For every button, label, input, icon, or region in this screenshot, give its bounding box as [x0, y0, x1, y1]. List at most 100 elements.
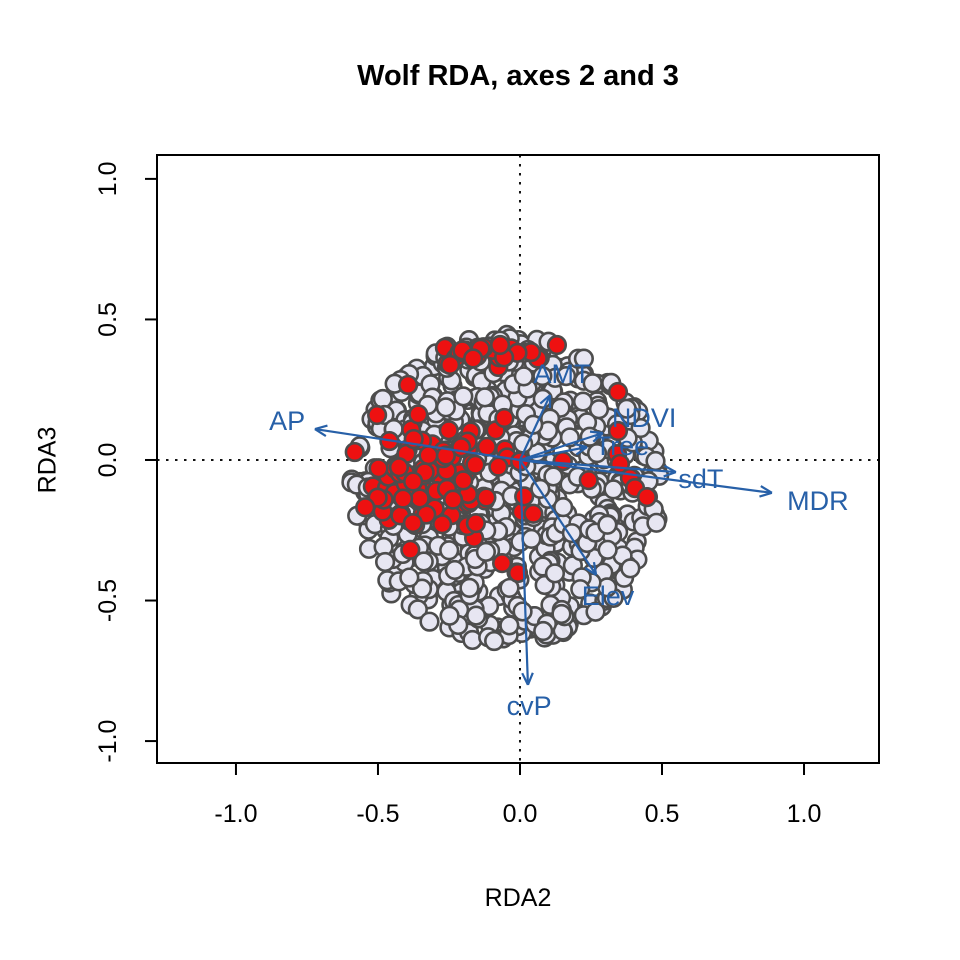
highlighted-site-point — [607, 420, 629, 442]
highlighted-site-point — [440, 354, 461, 376]
highlighted-site-point — [636, 486, 658, 508]
highlighted-site-point — [432, 514, 453, 535]
vector-label-elev: Elev — [582, 581, 635, 611]
site-point — [513, 366, 534, 387]
site-point — [475, 541, 496, 562]
site-point — [585, 601, 606, 622]
highlighted-site-point — [400, 539, 421, 560]
highlighted-site-point — [408, 404, 429, 425]
vector-tree-arrowhead — [574, 443, 588, 449]
y-tick-label: -1.0 — [94, 720, 122, 763]
site-point — [453, 386, 474, 407]
site-point — [588, 399, 610, 420]
site-point — [444, 559, 465, 581]
site-point — [573, 348, 594, 369]
x-tick-label: 0.5 — [645, 800, 680, 828]
highlighted-site-point — [514, 486, 535, 507]
highlighted-site-point — [490, 334, 511, 356]
site-point — [603, 479, 624, 500]
highlighted-site-point — [607, 381, 629, 403]
site-point — [439, 540, 460, 561]
vector-elev-arrowhead — [584, 567, 597, 576]
site-point — [375, 551, 396, 573]
vector-tree-arrow — [519, 445, 588, 462]
highlighted-site-point — [494, 407, 515, 429]
vector-sdt-arrowhead — [663, 464, 677, 474]
site-point — [499, 615, 520, 636]
highlighted-site-point — [491, 553, 513, 574]
site-point — [544, 563, 566, 584]
vector-label-ndvi: NDVI — [612, 403, 677, 433]
site-point — [582, 373, 603, 394]
y-tick-label: 0.0 — [94, 443, 122, 478]
site-point — [533, 620, 554, 642]
highlighted-site-point — [344, 441, 365, 463]
highlighted-site-point — [453, 470, 474, 491]
vector-sdt-arrow — [519, 458, 677, 474]
highlighted-site-point — [403, 471, 424, 492]
highlighted-site-point — [465, 513, 486, 534]
site-point — [553, 497, 574, 518]
highlighted-site-point — [463, 348, 484, 369]
vector-elev-arrow — [519, 459, 598, 576]
site-point — [413, 551, 434, 572]
site-point — [543, 466, 564, 487]
highlighted-site-point — [465, 454, 486, 475]
highlighted-site-point — [507, 562, 529, 584]
highlighted-site-point — [355, 497, 376, 518]
site-point — [399, 567, 420, 588]
y-tick-label: -0.5 — [94, 579, 122, 622]
site-point — [465, 605, 487, 626]
site-point — [597, 539, 618, 560]
vector-label-mdr: MDR — [787, 486, 849, 516]
vector-label-sdt: sdT — [678, 464, 723, 494]
vector-label-tree: Tree — [595, 431, 650, 461]
highlighted-site-point — [523, 503, 544, 524]
x-axis-label: RDA2 — [484, 884, 552, 912]
vector-label-cvp: cvP — [507, 691, 552, 721]
site-point — [620, 558, 641, 579]
highlighted-site-point — [393, 488, 414, 509]
vector-mdr-arrowhead — [760, 485, 773, 494]
vector-ap-arrow — [314, 427, 521, 462]
highlighted-site-point — [578, 470, 599, 491]
site-point — [435, 397, 456, 418]
highlighted-site-point — [488, 456, 509, 477]
vector-mdr-arrowhead — [759, 491, 773, 498]
highlighted-site-point — [367, 404, 388, 426]
vector-tree-arrowhead — [575, 446, 588, 456]
vector-cvp-arrow — [518, 459, 530, 685]
highlighted-site-point — [402, 512, 423, 534]
site-point — [439, 605, 460, 626]
highlighted-site-point — [388, 457, 410, 478]
x-tick-label: 0.0 — [503, 800, 538, 828]
highlighted-site-point — [546, 334, 568, 356]
site-point — [499, 577, 520, 599]
site-point — [646, 512, 667, 533]
site-point — [474, 387, 495, 408]
site-point — [570, 579, 591, 600]
y-tick-label: 0.5 — [94, 302, 122, 337]
vector-cvp-arrowhead — [521, 672, 529, 686]
site-point — [597, 514, 618, 535]
site-point — [572, 391, 594, 412]
highlighted-site-point — [438, 420, 459, 441]
site-point — [484, 630, 505, 652]
vector-label-amt: AMT — [534, 359, 591, 389]
y-tick-label: 1.0 — [94, 162, 122, 197]
site-point — [407, 599, 428, 620]
site-point — [512, 601, 533, 622]
highlighted-site-point — [368, 458, 389, 479]
highlighted-site-point — [435, 445, 456, 466]
highlighted-site-point — [418, 445, 439, 466]
highlighted-site-point — [442, 489, 464, 510]
site-point — [630, 417, 651, 439]
site-point — [561, 523, 582, 544]
x-tick-label: 1.0 — [787, 800, 822, 828]
vector-ap-arrowhead — [314, 428, 327, 438]
vector-amt-arrowhead — [539, 394, 551, 405]
vector-ap-arrowhead — [314, 424, 328, 431]
chart-title: Wolf RDA, axes 2 and 3 — [357, 60, 679, 92]
